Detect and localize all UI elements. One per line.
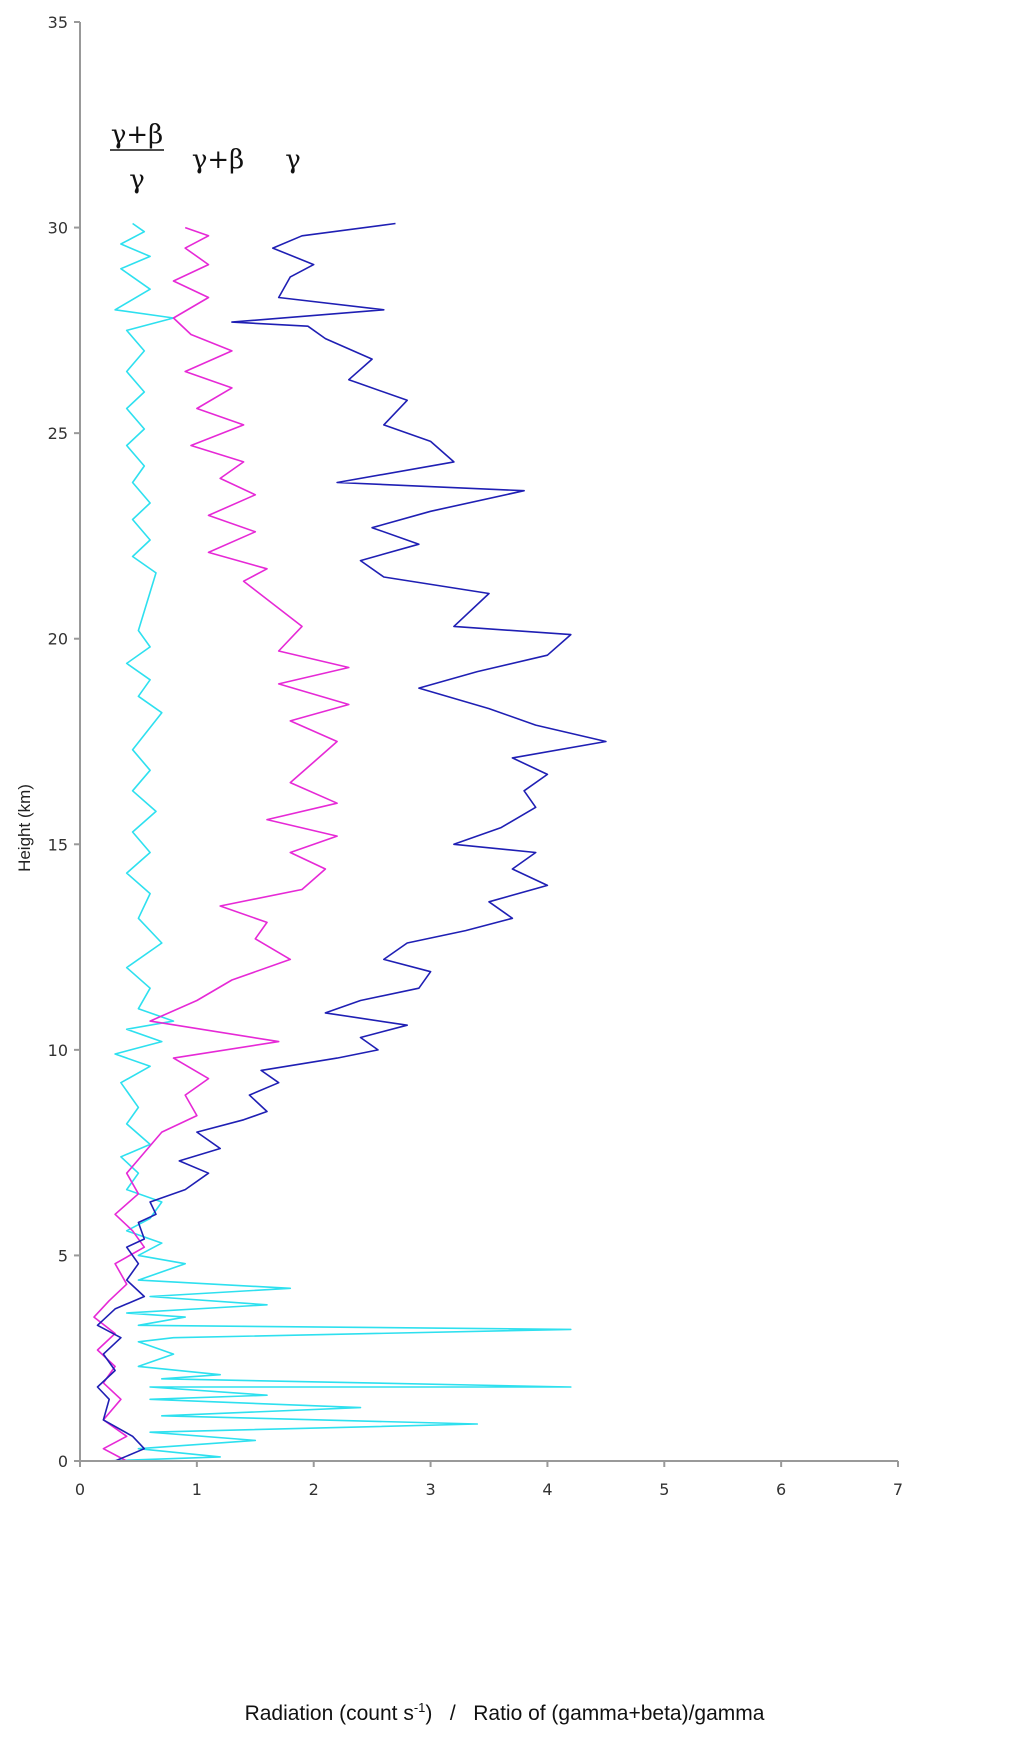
x-tick-label: 0 <box>75 1480 85 1499</box>
series-annotations: γ+β γ γ+β γ <box>110 120 301 195</box>
series-line-gamma <box>96 222 607 1462</box>
y-tick-label: 5 <box>58 1246 68 1265</box>
x-tick-label: 6 <box>776 1480 786 1499</box>
y-tick-label: 25 <box>48 424 68 443</box>
x-tick-label: 3 <box>425 1480 435 1499</box>
series-line-ratio <box>103 222 572 1462</box>
x-tick-label: 5 <box>659 1480 669 1499</box>
plot-series <box>93 222 607 1462</box>
gamma-label: γ <box>285 145 301 175</box>
ratio-denominator-label: γ <box>129 165 145 195</box>
y-tick-label: 0 <box>58 1452 68 1471</box>
x-axis-label: Radiation (count s-1) / Ratio of (gamma+… <box>0 1700 1009 1726</box>
y-tick-label: 10 <box>48 1041 68 1060</box>
series-line-gamma-beta <box>93 226 350 1462</box>
x-axis-label-part1: Radiation (count s <box>244 1702 414 1725</box>
ratio-numerator-label: γ+β <box>111 120 163 150</box>
y-tick-label: 30 <box>48 219 68 238</box>
x-tick-label: 2 <box>309 1480 319 1499</box>
x-tick-label: 7 <box>893 1480 903 1499</box>
y-tick-label: 20 <box>48 630 68 649</box>
gamma-beta-label: γ+β <box>192 145 244 175</box>
x-axis-label-exponent: -1 <box>413 1700 426 1715</box>
y-tick-label: 35 <box>48 13 68 32</box>
y-axis-ticks: 0 5 10 15 20 25 30 35 <box>48 13 80 1471</box>
y-axis-label: Height (km) <box>15 784 34 872</box>
x-axis-label-part2: ) / Ratio of (gamma+beta)/gamma <box>425 1702 765 1725</box>
x-tick-label: 4 <box>542 1480 552 1499</box>
y-tick-label: 15 <box>48 835 68 854</box>
x-axis-ticks: 0 1 2 3 4 5 6 7 <box>75 1461 903 1499</box>
x-tick-label: 1 <box>192 1480 202 1499</box>
